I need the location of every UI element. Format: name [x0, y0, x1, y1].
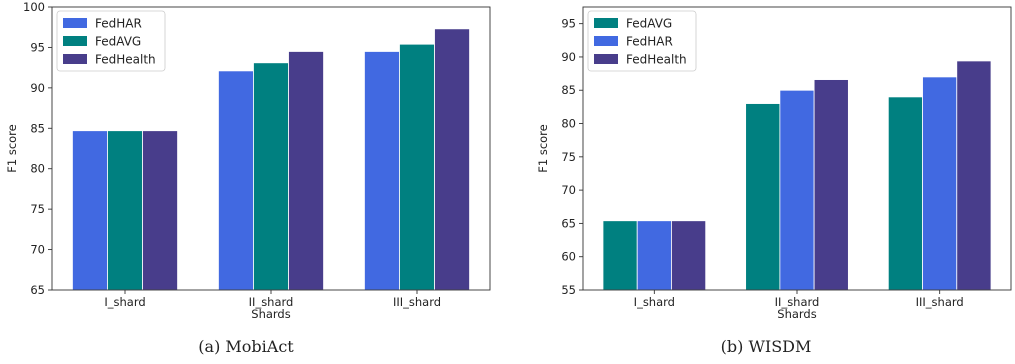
- figure-caption: (a) MobiAct: [198, 337, 294, 356]
- chart-2: 55 60 65 70 75 80 85 90 95 I_shard II_shard III_sha…: [536, 6, 1012, 356]
- bar-fedhealth-iii-shard: [956, 60, 992, 291]
- y-tick-label: 80: [30, 162, 45, 176]
- x-axis-label: Shards: [777, 307, 816, 321]
- legend-swatch-fedhar: [63, 18, 87, 28]
- legend-swatch-fedavg: [594, 18, 618, 28]
- y-axis-label: F1 score: [536, 124, 550, 173]
- bar-fedavg-i-shard: [107, 130, 143, 291]
- x-tick-label: III_shard: [916, 295, 964, 309]
- y-tick-label: 70: [30, 243, 45, 257]
- y-tick-label: 90: [30, 81, 45, 95]
- legend-swatch-fedhealth: [63, 54, 87, 64]
- legend-label-fedhealth: FedHealth: [626, 53, 687, 67]
- y-tick-label: 60: [561, 250, 576, 264]
- legend: FedHAR FedAVG FedHealth: [56, 10, 166, 72]
- y-tick-label: 80: [561, 117, 576, 131]
- bar-fedhar-iii-shard: [922, 76, 958, 291]
- bar-fedavg-ii-shard: [745, 103, 781, 291]
- bar-fedhar-ii-shard: [779, 89, 815, 291]
- chart-1: 65 70 75 80 85 90 95 100 I_shard II_shard III_shar…: [5, 0, 491, 356]
- bar-fedhealth-i-shard: [142, 130, 178, 291]
- bar-fedhar-i-shard: [72, 130, 108, 291]
- y-tick-label: 85: [561, 83, 576, 97]
- x-tick-label: III_shard: [393, 295, 441, 309]
- figure-caption: (b) WISDM: [721, 337, 812, 356]
- bar-fedhealth-ii-shard: [813, 79, 849, 291]
- x-tick-label: II_shard: [249, 295, 294, 309]
- bar-fedhar-iii-shard: [364, 51, 400, 291]
- x-tick-label: I_shard: [634, 295, 675, 309]
- legend: FedAVG FedHAR FedHealth: [587, 10, 697, 72]
- y-tick-label: 75: [30, 202, 45, 216]
- bar-fedavg-iii-shard: [399, 43, 435, 291]
- y-tick-label: 75: [561, 150, 576, 164]
- y-tick-label: 95: [561, 17, 576, 31]
- legend-swatch-fedavg: [63, 36, 87, 46]
- x-axis-label: Shards: [251, 307, 290, 321]
- bar-fedavg-ii-shard: [253, 62, 289, 291]
- legend-label-fedavg: FedAVG: [626, 17, 672, 31]
- legend-swatch-fedhealth: [594, 54, 618, 64]
- y-tick-label: 90: [561, 50, 576, 64]
- legend-label-fedhar: FedHAR: [626, 35, 673, 49]
- legend-swatch-fedhar: [594, 36, 618, 46]
- legend-label-fedhealth: FedHealth: [95, 53, 156, 67]
- x-tick-label: I_shard: [104, 295, 145, 309]
- bar-fedhar-ii-shard: [218, 70, 254, 291]
- y-tick-label: 85: [30, 121, 45, 135]
- y-tick-label: 65: [30, 283, 45, 297]
- bar-fedhealth-i-shard: [671, 220, 707, 291]
- y-axis-label: F1 score: [5, 124, 19, 173]
- legend-label-fedhar: FedHAR: [95, 17, 142, 31]
- y-tick-label: 55: [561, 283, 576, 297]
- bar-fedhar-i-shard: [636, 220, 672, 291]
- x-tick-label: II_shard: [775, 295, 820, 309]
- y-tick-label: 65: [561, 216, 576, 230]
- bar-fedavg-i-shard: [602, 220, 638, 291]
- y-tick-label: 95: [30, 40, 45, 54]
- legend-label-fedavg: FedAVG: [95, 35, 141, 49]
- bar-fedavg-iii-shard: [887, 96, 923, 291]
- y-tick-label: 100: [23, 0, 45, 14]
- bar-fedhealth-iii-shard: [434, 28, 470, 291]
- bar-fedhealth-ii-shard: [288, 51, 324, 291]
- y-tick-label: 70: [561, 183, 576, 197]
